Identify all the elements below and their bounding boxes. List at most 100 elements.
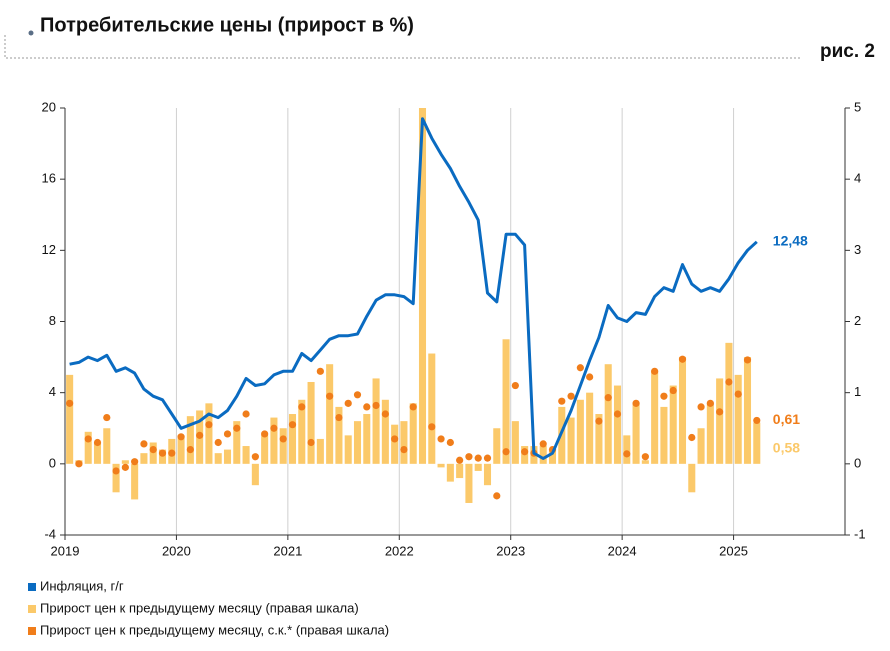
legend-label: Прирост цен к предыдущему месяцу (правая… — [40, 600, 359, 615]
x-tick-label: 2023 — [496, 543, 525, 558]
dot — [270, 424, 278, 432]
dot — [103, 413, 111, 422]
bar — [576, 399, 584, 464]
bar — [418, 108, 427, 464]
dot — [298, 403, 306, 411]
dot — [158, 449, 167, 457]
dot — [725, 378, 733, 386]
dot — [261, 430, 269, 438]
bar — [140, 453, 148, 464]
bar — [121, 460, 129, 464]
y2-tick-label: 2 — [854, 313, 861, 328]
bar — [261, 435, 269, 464]
dot — [391, 435, 399, 443]
value-label: 0,58 — [773, 439, 800, 455]
bar — [604, 364, 612, 464]
y-tick-label: 16 — [42, 171, 56, 186]
dot — [223, 430, 232, 438]
bar — [660, 406, 668, 464]
y-tick-label: -4 — [44, 526, 56, 541]
bar — [437, 463, 445, 468]
dot — [595, 417, 603, 425]
bar — [706, 403, 714, 464]
decor-dot — [28, 30, 34, 36]
bar — [725, 342, 733, 464]
dot — [326, 392, 334, 400]
bar — [93, 442, 102, 464]
bar — [205, 403, 213, 464]
dot — [242, 410, 250, 418]
bar — [548, 449, 557, 464]
bar — [586, 392, 594, 464]
dot — [586, 373, 594, 381]
bar — [595, 414, 603, 464]
bar — [131, 463, 139, 500]
dot — [112, 467, 120, 475]
y-tick-label: 8 — [49, 313, 56, 328]
bar — [84, 431, 92, 464]
y-tick-label: 4 — [49, 384, 56, 399]
bar — [381, 399, 389, 464]
bar — [511, 421, 519, 464]
dot — [335, 413, 343, 422]
legend-swatch — [28, 627, 36, 635]
dot — [669, 386, 677, 395]
bar — [753, 422, 761, 464]
dot — [688, 433, 696, 442]
dot — [121, 463, 129, 471]
bar — [279, 428, 287, 464]
dot — [651, 367, 659, 375]
bar — [344, 435, 352, 464]
dot — [539, 440, 547, 448]
bar — [613, 385, 622, 464]
dot — [623, 450, 631, 458]
dot — [84, 435, 92, 443]
dot — [196, 431, 204, 439]
bar — [307, 381, 315, 464]
y-tick-label: 0 — [49, 455, 56, 470]
figure-label: рис. 2 — [820, 41, 875, 62]
bar — [223, 449, 232, 464]
dot — [93, 438, 102, 447]
x-tick-label: 2024 — [608, 543, 637, 558]
dot — [437, 435, 445, 443]
dot — [288, 421, 297, 429]
bar — [697, 428, 705, 464]
y2-tick-label: 3 — [854, 242, 861, 257]
bar — [251, 463, 259, 486]
bar — [103, 428, 111, 464]
bar — [363, 414, 371, 464]
bar — [288, 414, 297, 464]
bar — [112, 463, 120, 493]
dot — [446, 438, 454, 447]
y2-tick-label: 1 — [854, 384, 861, 399]
value-label: 12,48 — [773, 232, 808, 248]
dot — [363, 403, 371, 411]
x-tick-label: 2019 — [51, 543, 80, 558]
legend-swatch — [28, 583, 36, 591]
bar — [446, 463, 454, 482]
dot — [66, 399, 74, 407]
legend-label: Прирост цен к предыдущему месяцу, с.к.* … — [40, 622, 389, 637]
bar — [456, 463, 464, 479]
bar — [372, 378, 380, 464]
dot — [131, 458, 139, 466]
bar — [353, 421, 362, 464]
dot — [697, 403, 705, 411]
chart-title: Потребительские цены (прирост в %) — [40, 14, 414, 36]
bar — [539, 446, 547, 464]
bar — [465, 463, 473, 503]
bar — [502, 339, 510, 464]
dot — [168, 449, 176, 457]
dot — [613, 410, 622, 418]
bar — [391, 424, 399, 464]
dot — [456, 456, 464, 464]
dot — [678, 355, 687, 363]
dot — [706, 399, 714, 407]
dot — [177, 433, 185, 441]
bar — [335, 406, 343, 464]
dot — [186, 446, 194, 454]
dot — [632, 399, 640, 407]
dot — [660, 392, 668, 400]
